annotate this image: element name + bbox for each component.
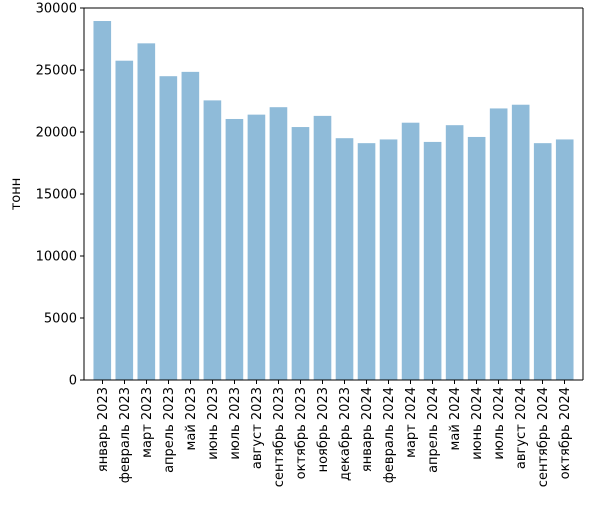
- x-axis: январь 2023 февраль 2023 март 2023 апрель 2…: [96, 380, 573, 487]
- bar-15: [401, 122, 420, 380]
- y-axis: 0 5000 10000 15000 20000 25000 30000: [36, 2, 84, 389]
- x-tick-label: август 2024: [514, 387, 529, 469]
- x-tick-label: декабрь 2023: [338, 387, 353, 481]
- y-tick-label: 30000: [36, 2, 77, 17]
- x-tick-label: январь 2024: [360, 387, 375, 472]
- bar-10: [291, 127, 310, 380]
- y-tick-label: 25000: [36, 64, 77, 79]
- x-tick-label: март 2023: [140, 387, 155, 458]
- bar-8: [247, 114, 266, 380]
- x-tick-label: январь 2023: [96, 387, 111, 472]
- bar-5: [181, 71, 200, 381]
- x-tick-label: сентябрь 2024: [536, 387, 551, 487]
- x-tick-label: август 2023: [250, 387, 265, 469]
- x-tick-label: май 2023: [184, 387, 199, 450]
- x-tick-label: октябрь 2024: [558, 387, 573, 479]
- x-tick-label: ноябрь 2023: [316, 387, 331, 472]
- bar-21: [533, 143, 552, 380]
- bar-11: [313, 115, 332, 380]
- x-tick-label: май 2024: [448, 387, 463, 450]
- y-axis-label: тонн: [9, 178, 24, 211]
- x-tick-label: февраль 2024: [382, 387, 397, 483]
- bar-16: [423, 141, 442, 380]
- x-tick-label: март 2024: [404, 387, 419, 458]
- y-tick-label: 20000: [36, 126, 77, 141]
- bar-7: [225, 118, 244, 380]
- bar-9: [269, 107, 288, 380]
- x-tick-label: июнь 2024: [470, 387, 485, 460]
- y-tick-label: 5000: [44, 312, 77, 327]
- bar-12: [335, 138, 354, 380]
- x-tick-label: апрель 2023: [162, 387, 177, 473]
- x-tick-label: июль 2024: [492, 387, 507, 460]
- x-tick-label: июль 2023: [228, 387, 243, 460]
- x-tick-label: февраль 2023: [118, 387, 133, 483]
- plot-area: [83, 7, 584, 381]
- bar-22: [555, 139, 574, 380]
- bar-13: [357, 143, 376, 380]
- bar-3: [137, 43, 156, 381]
- bar-14: [379, 139, 398, 380]
- bar-6: [203, 100, 222, 380]
- y-tick-label: 15000: [36, 188, 77, 203]
- bar-18: [467, 136, 486, 380]
- x-tick-label: сентябрь 2023: [272, 387, 287, 487]
- bar-2: [115, 60, 134, 380]
- x-tick-label: июнь 2023: [206, 387, 221, 460]
- y-tick-label: 0: [69, 374, 77, 389]
- bar-19: [489, 108, 508, 380]
- bar-1: [93, 21, 112, 381]
- x-tick-label: октябрь 2023: [294, 387, 309, 479]
- bar-20: [511, 104, 530, 380]
- y-tick-label: 10000: [36, 250, 77, 265]
- x-tick-label: апрель 2024: [426, 387, 441, 473]
- bar-17: [445, 125, 464, 381]
- bar-4: [159, 76, 178, 380]
